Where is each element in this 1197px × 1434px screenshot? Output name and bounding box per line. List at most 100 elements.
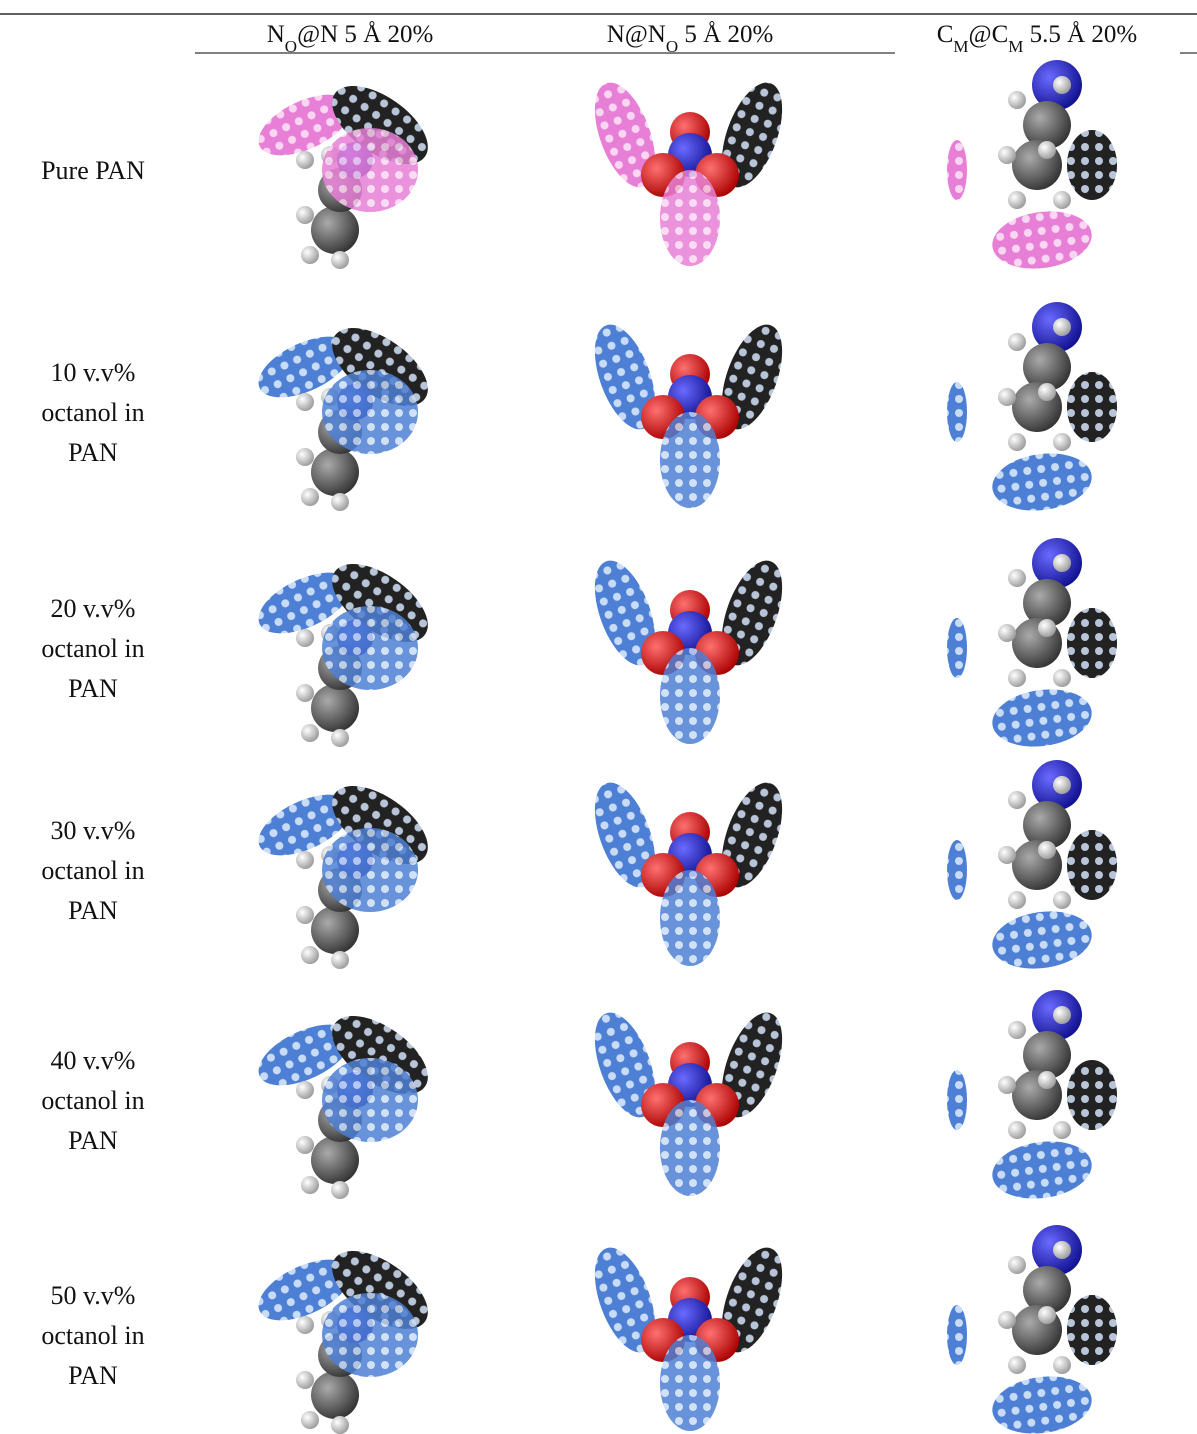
atom — [1038, 1306, 1056, 1324]
row-label: 20 v.v% — [51, 594, 136, 623]
header-text: 5 Å 20% — [678, 21, 773, 48]
density-lobe — [721, 1012, 783, 1118]
atom — [296, 448, 314, 466]
density-lobe — [721, 560, 783, 666]
atom — [1023, 801, 1071, 849]
atom — [301, 724, 319, 742]
molecule-image — [258, 327, 428, 511]
atom — [1053, 318, 1071, 336]
atom — [1038, 383, 1056, 401]
density-lobe — [992, 689, 1092, 747]
atom — [1008, 791, 1026, 809]
molecule-image — [258, 85, 428, 269]
density-lobe — [721, 324, 783, 430]
density-lobe — [322, 370, 418, 454]
atom — [1023, 1266, 1071, 1314]
atom — [1008, 569, 1026, 587]
atom — [1053, 1121, 1071, 1139]
row-label: PAN — [68, 896, 118, 925]
row-label: PAN — [68, 1361, 118, 1390]
density-lobe — [258, 336, 352, 398]
atom — [331, 729, 349, 747]
density-lobe — [258, 1024, 352, 1086]
density-lobe — [992, 911, 1092, 969]
density-lobe — [992, 1376, 1092, 1434]
atom — [301, 488, 319, 506]
density-lobe — [721, 82, 783, 188]
header-text: N — [267, 21, 285, 48]
atom — [1053, 776, 1071, 794]
atom — [1008, 669, 1026, 687]
molecule-image — [947, 302, 1117, 511]
atom — [998, 388, 1016, 406]
atom — [311, 1371, 359, 1419]
density-lobe — [660, 870, 720, 966]
atom — [1038, 141, 1056, 159]
row-label: 40 v.v% — [51, 1046, 136, 1075]
atom — [1053, 1356, 1071, 1374]
atom — [1023, 579, 1071, 627]
atom — [1053, 1241, 1071, 1259]
density-lobe — [322, 1058, 418, 1142]
density-lobe — [594, 782, 656, 888]
molecule-image — [947, 60, 1117, 269]
atom — [311, 684, 359, 732]
molecule-image — [594, 560, 783, 744]
atom — [331, 1416, 349, 1434]
row-label: 30 v.v% — [51, 816, 136, 845]
row-label: 50 v.v% — [51, 1281, 136, 1310]
atom — [296, 1371, 314, 1389]
atom — [296, 393, 314, 411]
density-lobe — [992, 211, 1092, 269]
density-lobe — [1067, 1060, 1117, 1130]
atom — [1023, 101, 1071, 149]
density-lobe — [1067, 608, 1117, 678]
density-lobe — [947, 382, 967, 442]
molecule-image — [594, 1247, 783, 1431]
density-lobe — [594, 1247, 656, 1353]
row-label: 10 v.v% — [51, 358, 136, 387]
header-text: @C — [969, 21, 1009, 48]
atom — [1053, 669, 1071, 687]
density-lobe — [660, 1100, 720, 1196]
molecule-image — [594, 1012, 783, 1196]
header-text: C — [937, 21, 954, 48]
density-lobe — [1067, 130, 1117, 200]
atom — [301, 946, 319, 964]
row-label: PAN — [68, 674, 118, 703]
atom — [331, 951, 349, 969]
density-lobe — [594, 324, 656, 430]
row-label: PAN — [68, 438, 118, 467]
atom — [311, 448, 359, 496]
row-label: octanol in — [41, 398, 144, 427]
density-lobe — [660, 1335, 720, 1431]
atom — [296, 151, 314, 169]
row-label: Pure PAN — [41, 156, 145, 185]
subscript: M — [1008, 37, 1023, 56]
row-label: octanol in — [41, 1321, 144, 1350]
atom — [1008, 1356, 1026, 1374]
atom — [296, 684, 314, 702]
density-lobe — [660, 412, 720, 508]
atom — [301, 1176, 319, 1194]
atom — [301, 246, 319, 264]
molecule-image — [258, 563, 428, 747]
density-lobe — [258, 572, 352, 634]
density-lobe — [594, 560, 656, 666]
atom — [998, 146, 1016, 164]
atom — [311, 206, 359, 254]
density-lobe — [721, 1247, 783, 1353]
atom — [1053, 554, 1071, 572]
density-lobe — [594, 1012, 656, 1118]
atom — [296, 1316, 314, 1334]
molecule-image — [258, 1250, 428, 1434]
molecule-image — [947, 1225, 1117, 1434]
density-lobe — [992, 1141, 1092, 1199]
atom — [1023, 343, 1071, 391]
atom — [331, 1181, 349, 1199]
molecule-image — [947, 990, 1117, 1199]
atom — [1023, 1031, 1071, 1079]
subscript: O — [666, 37, 678, 56]
atom — [1008, 1256, 1026, 1274]
